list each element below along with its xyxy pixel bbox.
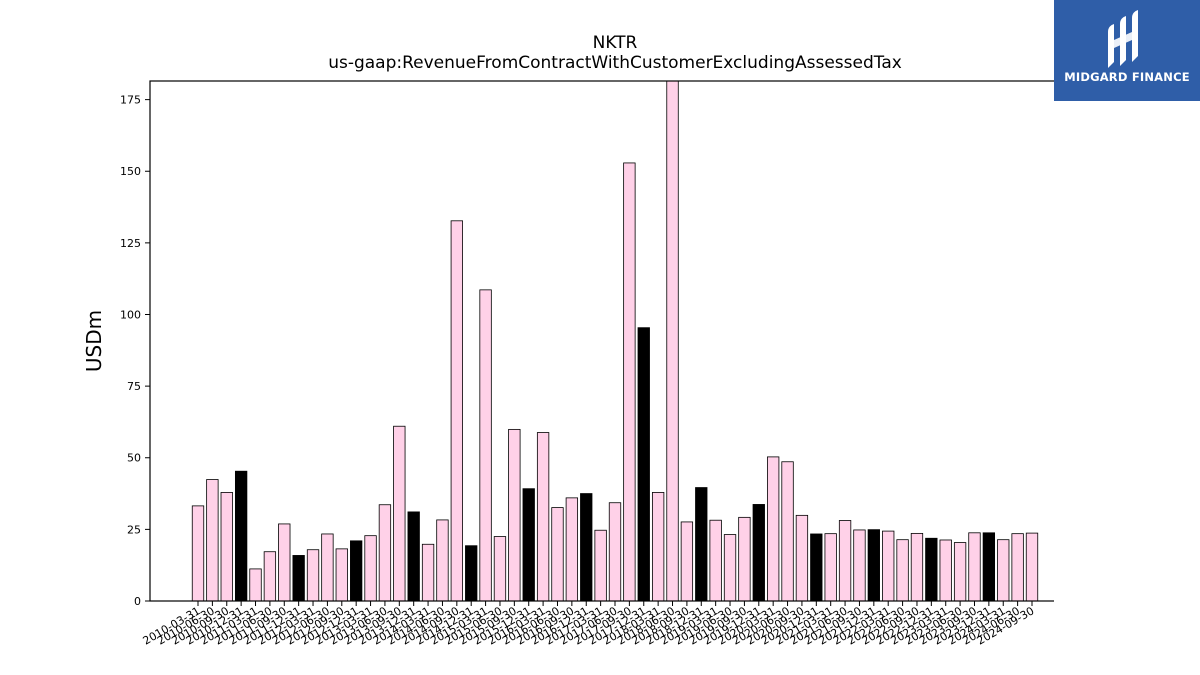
- bar-2010-06-30: [206, 479, 219, 602]
- bar-2013-12-31: [407, 511, 420, 602]
- bar-2021-06-30: [838, 520, 852, 602]
- bar-2021-12-31: [867, 529, 880, 602]
- bar-2023-06-30: [953, 542, 967, 602]
- bar-2018-09-30: [680, 521, 694, 602]
- bar-2016-12-31: [580, 493, 593, 602]
- bar-2024-03-31: [997, 539, 1010, 602]
- bar-2014-12-31: [465, 545, 478, 602]
- bar-2015-03-31: [479, 289, 492, 602]
- bar-2020-09-30: [795, 514, 809, 602]
- bar-2021-09-30: [853, 529, 866, 602]
- bar-chart: NKTR us-gaap:RevenueFromContractWithCust…: [82, 33, 1054, 648]
- bar-2013-09-30: [393, 425, 406, 602]
- midgard-logo-icon: [1108, 10, 1138, 68]
- bar-2015-06-30: [493, 536, 507, 602]
- bar-2017-06-30: [608, 502, 622, 602]
- bar-2010-12-31: [234, 470, 248, 602]
- bar-2023-03-31: [939, 539, 952, 602]
- bar-2013-06-30: [378, 504, 392, 602]
- bar-2021-03-31: [824, 533, 837, 602]
- y-tick-label: 125: [120, 237, 141, 250]
- brand-logo-badge: MIDGARD FINANCE: [1054, 0, 1200, 101]
- bar-2017-09-30: [623, 162, 636, 602]
- bar-2018-12-31: [695, 487, 708, 602]
- bar-2022-06-30: [896, 539, 909, 602]
- bar-2017-12-31: [637, 327, 650, 602]
- bar-2010-09-30: [220, 492, 233, 602]
- bar-2019-12-31: [752, 504, 765, 602]
- bar-2015-12-31: [522, 488, 535, 602]
- bar-2014-06-30: [436, 519, 449, 602]
- bar-2012-09-30: [335, 548, 348, 602]
- bar-2012-12-31: [350, 540, 363, 602]
- bar-2019-03-31: [709, 519, 722, 602]
- y-tick-label: 100: [120, 308, 141, 321]
- bar-2022-12-31: [925, 537, 938, 602]
- bar-2020-12-31: [810, 533, 823, 602]
- bar-2019-06-30: [723, 534, 737, 602]
- bar-2024-06-30: [1011, 533, 1024, 602]
- bar-2012-03-31: [306, 549, 320, 602]
- bar-2016-09-30: [565, 497, 579, 602]
- bar-2011-12-31: [292, 555, 305, 602]
- x-axis: 2010-03-312010-06-302010-09-302010-12-31…: [141, 601, 1037, 648]
- bar-2012-06-30: [321, 533, 334, 602]
- bar-2013-03-31: [364, 535, 377, 602]
- bar-2011-09-30: [278, 523, 291, 602]
- y-tick-label: 75: [127, 380, 141, 393]
- bar-2018-06-30: [666, 80, 679, 602]
- bar-2014-09-30: [450, 220, 463, 602]
- bar-2023-09-30: [968, 532, 981, 602]
- bar-2024-09-30: [1025, 532, 1039, 602]
- y-tick-label: 150: [120, 165, 141, 178]
- chart-subtitle: us-gaap:RevenueFromContractWithCustomerE…: [328, 53, 902, 73]
- bar-2020-03-31: [767, 456, 780, 602]
- y-tick-label: 0: [134, 595, 141, 608]
- bar-2022-03-31: [882, 530, 895, 602]
- brand-name: MIDGARD FINANCE: [1064, 70, 1190, 84]
- bar-2015-09-30: [508, 428, 521, 602]
- bars-group: [191, 80, 1039, 602]
- bar-2014-03-31: [421, 543, 435, 602]
- bar-2020-06-30: [781, 461, 794, 602]
- bar-2019-09-30: [738, 516, 751, 602]
- bar-2011-06-30: [263, 551, 277, 602]
- bar-2016-03-31: [536, 432, 550, 602]
- chart-title: NKTR: [593, 33, 638, 53]
- bar-2018-03-31: [651, 492, 665, 602]
- y-tick-label: 25: [127, 523, 141, 536]
- y-tick-label: 175: [120, 94, 141, 107]
- bar-2011-03-31: [249, 568, 262, 602]
- plot-frame: [149, 80, 1054, 602]
- bar-2022-09-30: [910, 532, 924, 602]
- bar-2010-03-31: [191, 505, 205, 602]
- bar-2016-06-30: [551, 507, 564, 602]
- bar-2017-03-31: [594, 529, 607, 602]
- y-axis-label: USDm: [82, 310, 106, 372]
- y-tick-label: 50: [127, 452, 141, 465]
- bar-2023-12-31: [982, 532, 996, 602]
- y-axis: 0 25 50 75 100 125 150 175: [120, 94, 150, 608]
